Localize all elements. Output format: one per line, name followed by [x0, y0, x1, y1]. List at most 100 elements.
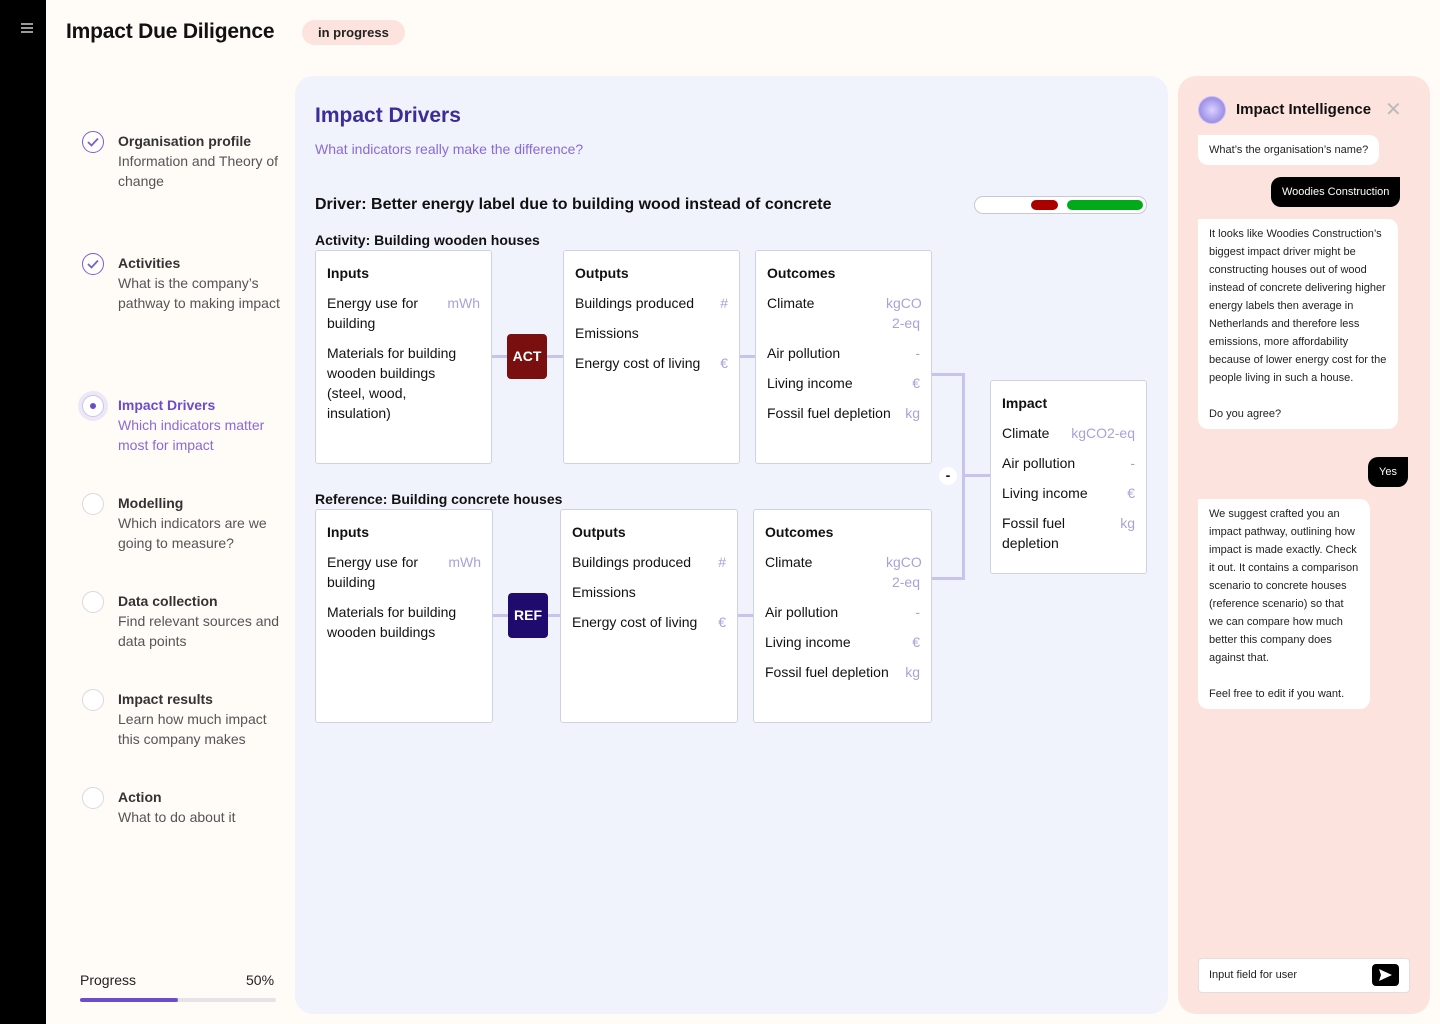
step-data-collection[interactable]: Data collection Find relevant sources and…	[80, 591, 285, 651]
progress-bar	[80, 998, 276, 1002]
difference-operator: -	[939, 467, 957, 485]
indicator-unit	[472, 343, 480, 423]
activity-badge[interactable]: ACT	[507, 334, 547, 379]
indicator-row[interactable]: Energy cost of living €	[572, 612, 726, 632]
step-description: Which indicators are we going to measure…	[118, 515, 267, 551]
reference-inputs-box[interactable]: Inputs Energy use for building mWh Material…	[315, 509, 493, 723]
indicator-unit: mWh	[448, 554, 481, 570]
send-icon	[1379, 969, 1392, 981]
step-impact-drivers[interactable]: Impact Drivers Which indicators matter mo…	[80, 395, 285, 455]
indicator-unit: kg	[905, 664, 920, 680]
indicator-row[interactable]: Fossil fuel depletion kg	[767, 403, 920, 423]
step-title: Impact results	[118, 691, 213, 707]
indicator-row[interactable]: Energy cost of living €	[575, 353, 728, 373]
impact-box[interactable]: Impact Climate kgCO2-eq Air pollution - Livin…	[990, 380, 1147, 574]
reference-badge[interactable]: REF	[508, 593, 548, 638]
indicator-label: Buildings produced	[575, 295, 695, 311]
activity-inputs-box[interactable]: Inputs Energy use for building mWh Material…	[315, 250, 492, 464]
close-icon[interactable]: ✕	[1385, 99, 1402, 121]
indicator-row[interactable]: Air pollution -	[1002, 453, 1135, 473]
step-activities[interactable]: Activities What is the company’s pathway …	[80, 253, 285, 313]
reference-outputs-box[interactable]: Outputs Buildings produced # Emissions Energ…	[560, 509, 738, 723]
activity-label: Activity: Building wooden houses	[315, 232, 540, 248]
indicator-row[interactable]: Energy use for building mWh	[327, 293, 480, 333]
step-title: Organisation profile	[118, 133, 252, 149]
step-description: Which indicators matter most for impact	[118, 417, 265, 453]
indicator-row[interactable]: Energy use for building mWh	[327, 552, 481, 592]
indicator-row[interactable]: Living income €	[765, 632, 920, 652]
progress-fill	[80, 998, 178, 1002]
progress-value: 50%	[246, 972, 275, 988]
box-title: Impact	[1002, 395, 1048, 411]
indicator-unit	[720, 323, 728, 343]
indicator-unit: €	[912, 375, 920, 391]
reference-label: Reference: Building concrete houses	[315, 491, 563, 507]
step-modelling[interactable]: Modelling Which indicators are we going t…	[80, 493, 285, 553]
indicator-label: Fossil fuel depletion	[767, 405, 891, 421]
indicator-row[interactable]: Air pollution -	[765, 602, 920, 622]
page-title: Impact Due Diligence	[66, 20, 275, 43]
indicator-row[interactable]: Climate kgCO 2-eq	[767, 293, 922, 333]
indicator-unit	[718, 582, 726, 602]
indicator-unit: -	[915, 604, 920, 620]
indicator-unit: #	[720, 295, 728, 311]
indicator-row[interactable]: Climate kgCO2-eq	[1002, 423, 1135, 443]
activity-outcomes-box[interactable]: Outcomes Climate kgCO 2-eq Air pollution - Li…	[755, 250, 932, 464]
box-title: Inputs	[327, 524, 369, 540]
rating-negative-segment	[1031, 200, 1058, 210]
step-action[interactable]: Action What to do about it	[80, 787, 285, 827]
indicator-label: Materials for building wooden buildings …	[327, 345, 457, 421]
step-status-icon	[82, 493, 104, 515]
indicator-row[interactable]: Emissions	[575, 323, 728, 343]
indicator-row[interactable]: Emissions	[572, 582, 726, 602]
step-title: Action	[118, 789, 162, 805]
indicator-unit: kg	[1120, 515, 1135, 531]
indicator-row[interactable]: Air pollution -	[767, 343, 920, 363]
step-description: What is the company’s pathway to making …	[118, 275, 280, 311]
indicator-label: Living income	[765, 634, 851, 650]
chat-panel: Impact Intelligence ✕ What’s the organis…	[1178, 76, 1430, 1014]
indicator-unit: -	[1130, 455, 1135, 471]
indicator-row[interactable]: Living income €	[1002, 483, 1135, 503]
indicator-label: Materials for building wooden buildings	[327, 604, 457, 640]
indicator-row[interactable]: Living income €	[767, 373, 920, 393]
indicator-unit: #	[718, 554, 726, 570]
step-description: Find relevant sources and data points	[118, 613, 280, 649]
step-title: Modelling	[118, 495, 184, 511]
indicator-label: Living income	[1002, 485, 1088, 501]
step-description: Learn how much impact this company makes	[118, 711, 267, 747]
indicator-label: Climate	[767, 295, 815, 311]
step-organisation-profile[interactable]: Organisation profile Information and Theo…	[80, 131, 285, 191]
driver-rating-bar[interactable]	[974, 196, 1147, 214]
indicator-unit: kgCO 2-eq	[886, 554, 922, 590]
indicator-row[interactable]: Climate kgCO 2-eq	[765, 552, 922, 592]
step-status-icon	[82, 689, 104, 711]
step-description: What to do about it	[118, 809, 236, 825]
indicator-label: Air pollution	[1002, 455, 1076, 471]
chat-message-bot: What’s the organisation’s name?	[1198, 135, 1380, 165]
progress-label: Progress	[80, 972, 137, 988]
chat-message-user: Yes	[1368, 457, 1408, 487]
indicator-row[interactable]: Fossil fuel depletion kg	[765, 662, 920, 682]
indicator-row[interactable]: Materials for building wooden buildings …	[327, 343, 480, 423]
impact-intelligence-logo-icon	[1198, 96, 1226, 124]
step-impact-results[interactable]: Impact results Learn how much impact this…	[80, 689, 285, 749]
box-title: Outputs	[575, 265, 629, 281]
status-badge: in progress	[302, 20, 405, 45]
indicator-row[interactable]: Buildings produced #	[572, 552, 726, 572]
indicator-row[interactable]: Buildings produced #	[575, 293, 728, 313]
left-rail	[0, 0, 46, 1024]
activity-outputs-box[interactable]: Outputs Buildings produced # Emissions Energ…	[563, 250, 740, 464]
reference-outcomes-box[interactable]: Outcomes Climate kgCO 2-eq Air pollution - Li…	[753, 509, 932, 723]
indicator-row[interactable]: Materials for building wooden buildings	[327, 602, 481, 642]
indicator-unit: kgCO 2-eq	[886, 295, 922, 331]
indicator-label: Living income	[767, 375, 853, 391]
indicator-label: Fossil fuel depletion	[765, 664, 889, 680]
indicator-row[interactable]: Fossil fuel depletion kg	[1002, 513, 1135, 553]
indicator-unit: €	[718, 614, 726, 630]
send-button[interactable]	[1372, 964, 1399, 986]
menu-icon[interactable]	[21, 23, 33, 33]
section-subtitle: What indicators really make the differen…	[315, 141, 584, 157]
indicator-unit: -	[915, 345, 920, 361]
chat-title: Impact Intelligence	[1236, 101, 1372, 118]
